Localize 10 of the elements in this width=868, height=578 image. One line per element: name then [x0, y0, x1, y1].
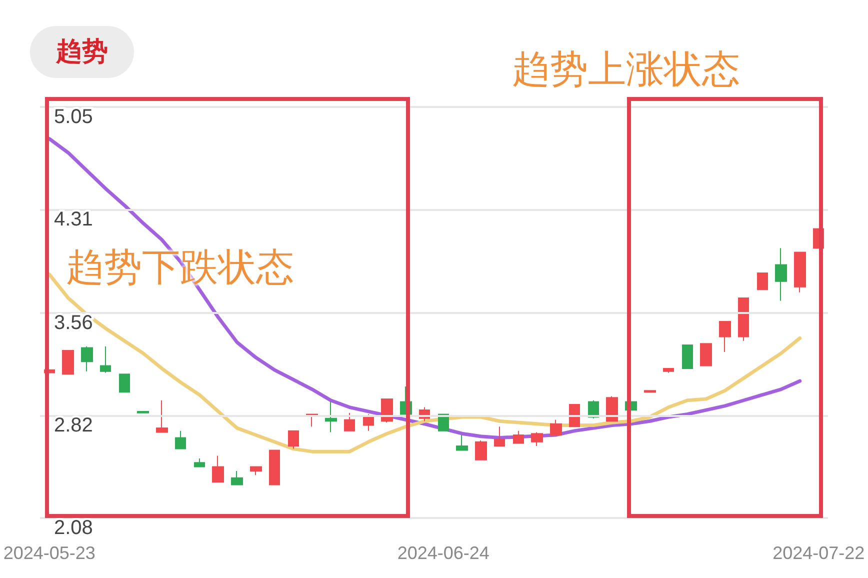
y-tick-label: 2.08 — [54, 517, 93, 539]
y-tick-label: 2.82 — [54, 414, 93, 437]
y-tick-label: 3.56 — [54, 312, 93, 334]
text: 趋势上涨状态 — [512, 46, 740, 92]
chart-title: 趋势 — [30, 26, 134, 78]
y-tick-label: 4.31 — [54, 208, 93, 230]
x-tick-label: 2024-05-23 — [3, 543, 96, 563]
y-tick-label: 5.05 — [54, 106, 93, 128]
x-tick-label: 2024-07-22 — [772, 543, 865, 563]
x-tick-label: 2024-06-24 — [397, 543, 490, 563]
